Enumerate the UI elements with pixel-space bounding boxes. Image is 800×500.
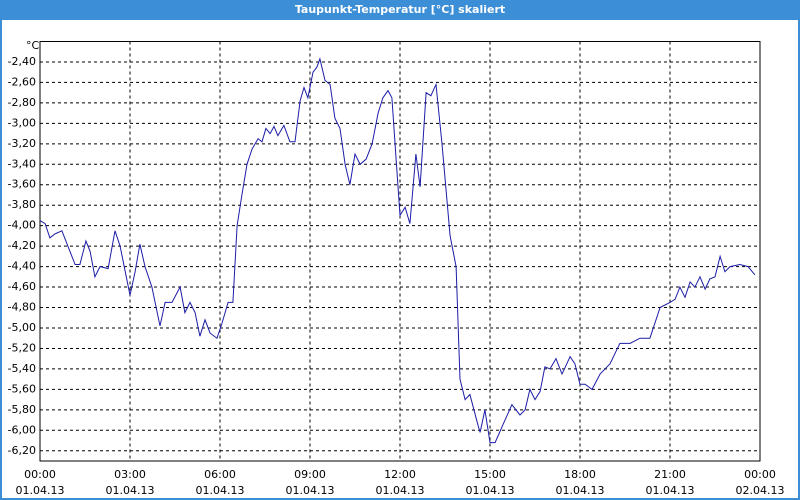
x-tick-label: 00:00 xyxy=(24,468,56,481)
x-tick-label: 01.04.13 xyxy=(376,484,425,497)
y-tick-label: -2,60 xyxy=(8,75,36,88)
y-tick-label: -3,00 xyxy=(8,116,36,129)
x-tick-label: 01.04.13 xyxy=(646,484,695,497)
x-tick-label: 01.04.13 xyxy=(16,484,65,497)
x-tick-label: 02.04.13 xyxy=(736,484,785,497)
x-tick-label: 01.04.13 xyxy=(556,484,605,497)
x-tick-label: 21:00 xyxy=(654,468,686,481)
plot-frame xyxy=(39,41,761,462)
y-tick-label: -6,00 xyxy=(8,423,36,436)
x-tick-label: 15:00 xyxy=(474,468,506,481)
x-tick-label: 01.04.13 xyxy=(466,484,515,497)
y-tick-label: -3,60 xyxy=(8,178,36,191)
x-tick-label: 09:00 xyxy=(294,468,326,481)
y-tick-label: -4,60 xyxy=(8,280,36,293)
y-tick-label: -3,40 xyxy=(8,157,36,170)
y-tick-label: -6,20 xyxy=(8,444,36,457)
y-tick-label: -4,80 xyxy=(8,301,36,314)
y-tick-label: -3,80 xyxy=(8,198,36,211)
x-tick-label: 01.04.13 xyxy=(286,484,335,497)
y-tick-label: -5,80 xyxy=(8,403,36,416)
y-unit: °C xyxy=(26,39,40,52)
data-line xyxy=(39,57,756,444)
y-tick-label: -2,80 xyxy=(8,96,36,109)
y-tick-label: -5,20 xyxy=(8,341,36,354)
x-tick-label: 03:00 xyxy=(114,468,146,481)
x-tick-label: 01.04.13 xyxy=(196,484,245,497)
y-tick-label: -5,40 xyxy=(8,362,36,375)
y-tick-label: -4,20 xyxy=(8,239,36,252)
y-tick-label: -5,00 xyxy=(8,321,36,334)
y-tick-label: -5,60 xyxy=(8,382,36,395)
y-tick-label: -3,20 xyxy=(8,137,36,150)
y-tick-label: -4,40 xyxy=(8,260,36,273)
x-tick-label: 18:00 xyxy=(564,468,596,481)
y-tick-label: -2,40 xyxy=(8,55,36,68)
x-tick-label: 06:00 xyxy=(204,468,236,481)
window-title: Taupunkt-Temperatur [°C] skaliert xyxy=(295,3,505,16)
x-tick-label: 00:00 xyxy=(744,468,776,481)
x-tick-label: 01.04.13 xyxy=(106,484,155,497)
y-tick-label: -4,00 xyxy=(8,219,36,232)
x-tick-label: 12:00 xyxy=(384,468,416,481)
